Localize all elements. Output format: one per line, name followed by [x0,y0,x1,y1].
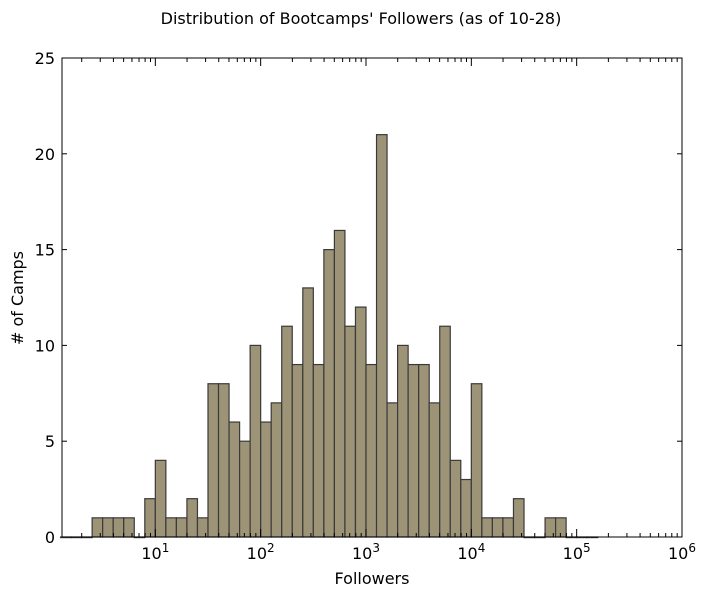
histogram-bar [439,325,451,538]
chart-title: Distribution of Bootcamps' Followers (as… [161,9,562,28]
x-tick-label: 104 [457,541,485,563]
y-tick-label: 10 [35,336,55,355]
histogram-bar [502,517,515,538]
histogram-bar [228,421,241,538]
histogram-bar [186,498,199,538]
x-axis-label: Followers [335,569,410,588]
histogram-bar [249,344,262,538]
histogram-bar [386,402,399,538]
y-tick-label: 5 [45,432,55,451]
y-tick-label: 20 [35,145,55,164]
histogram-bar [91,517,104,538]
histogram-bar [102,517,114,538]
histogram-bar [407,363,420,538]
bars-group [59,134,599,539]
histogram-bar [207,383,220,538]
histogram-bar [217,383,230,538]
histogram-bar [460,478,472,538]
plot-frame [61,57,683,538]
y-axis-label: # of Camps [8,251,27,345]
x-tick-label: 106 [668,541,696,563]
x-tick-label: 103 [352,541,380,563]
histogram-bar [260,421,272,538]
histogram-bar [449,459,462,538]
histogram-bar [333,229,346,538]
histogram-bar [354,306,367,538]
histogram-bar [554,517,567,538]
histogram-bar [323,249,335,538]
histogram-bar [302,287,314,538]
histogram-bar [344,325,357,538]
histogram-bar [481,517,493,538]
histogram-bar [470,383,483,538]
histogram-bar [281,325,293,538]
ticks-group [62,57,683,538]
y-tick-label: 25 [35,49,55,68]
histogram-bar [491,517,504,538]
y-tick-label: 0 [45,528,55,547]
histogram-bar [270,402,283,538]
x-tick-label: 105 [563,541,591,563]
histogram-bar [397,344,409,538]
histogram-bar [112,517,125,538]
histogram-bar [544,517,557,538]
histogram-bar [291,363,304,538]
histogram-bar [375,134,388,538]
histogram-bar [165,517,177,538]
histogram-bar [175,517,188,538]
histogram-bar [154,459,167,538]
histogram-bar [365,363,378,538]
y-tick-label: 15 [35,241,55,260]
histogram-bar [418,363,430,538]
histogram-bar [239,440,251,538]
x-tick-label: 101 [141,541,169,563]
histogram-bar [123,517,135,538]
histogram-bar [196,517,209,538]
histogram-bar [312,363,325,538]
x-tick-label: 102 [247,541,275,563]
histogram-bar [144,498,156,538]
histogram-bar [512,498,525,538]
histogram-bar [428,402,441,538]
